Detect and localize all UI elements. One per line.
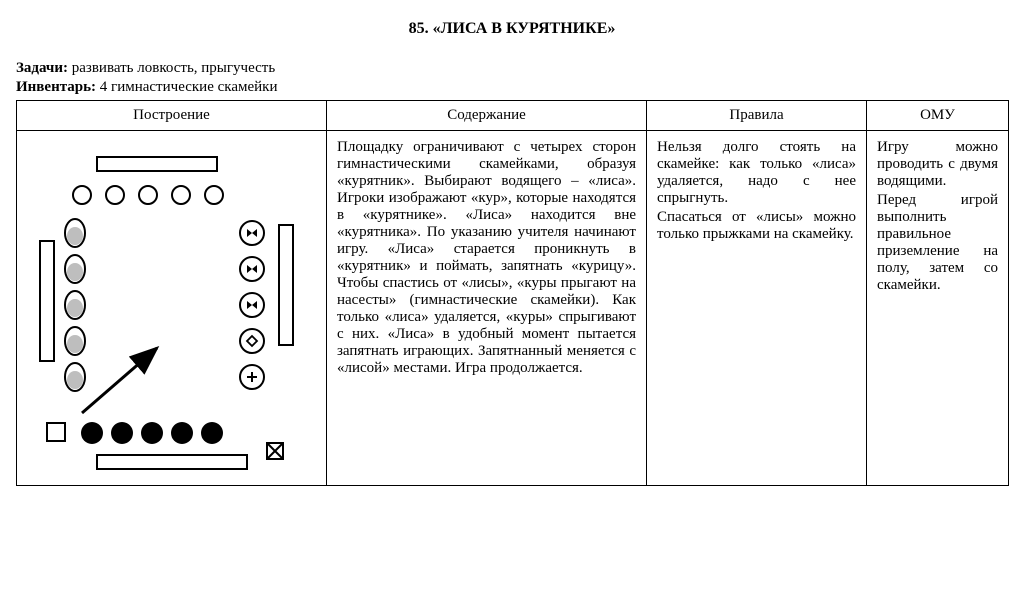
tasks-value: развивать ловкость, прыгучесть (68, 60, 275, 76)
table-row: Площадку ограничивают с четырех сторон г… (17, 131, 1009, 486)
col-header-rules: Правила (647, 101, 867, 131)
content-cell: Площадку ограничивают с четырех сторон г… (327, 131, 647, 486)
omu-cell: Игру можно проводить с двумя водящими.Пе… (867, 131, 1009, 486)
formation-diagram (27, 143, 317, 473)
col-header-build: Построение (17, 101, 327, 131)
tasks-label: Задачи: (16, 60, 68, 76)
inventory-line: Инвентарь: 4 гимнастические скамейки (16, 79, 1008, 96)
inventory-value: 4 гимнастические скамейки (96, 79, 277, 95)
col-header-content: Содержание (327, 101, 647, 131)
diagram-cell (17, 131, 327, 486)
inventory-label: Инвентарь: (16, 79, 96, 95)
tasks-line: Задачи: развивать ловкость, прыгучесть (16, 60, 1008, 77)
col-header-omu: ОМУ (867, 101, 1009, 131)
rules-cell: Нельзя долго стоять на скамейке: как тол… (647, 131, 867, 486)
page-title: 85. «ЛИСА В КУРЯТНИКЕ» (16, 20, 1008, 38)
table-header-row: Построение Содержание Правила ОМУ (17, 101, 1009, 131)
game-table: Построение Содержание Правила ОМУ Площад… (16, 100, 1009, 486)
